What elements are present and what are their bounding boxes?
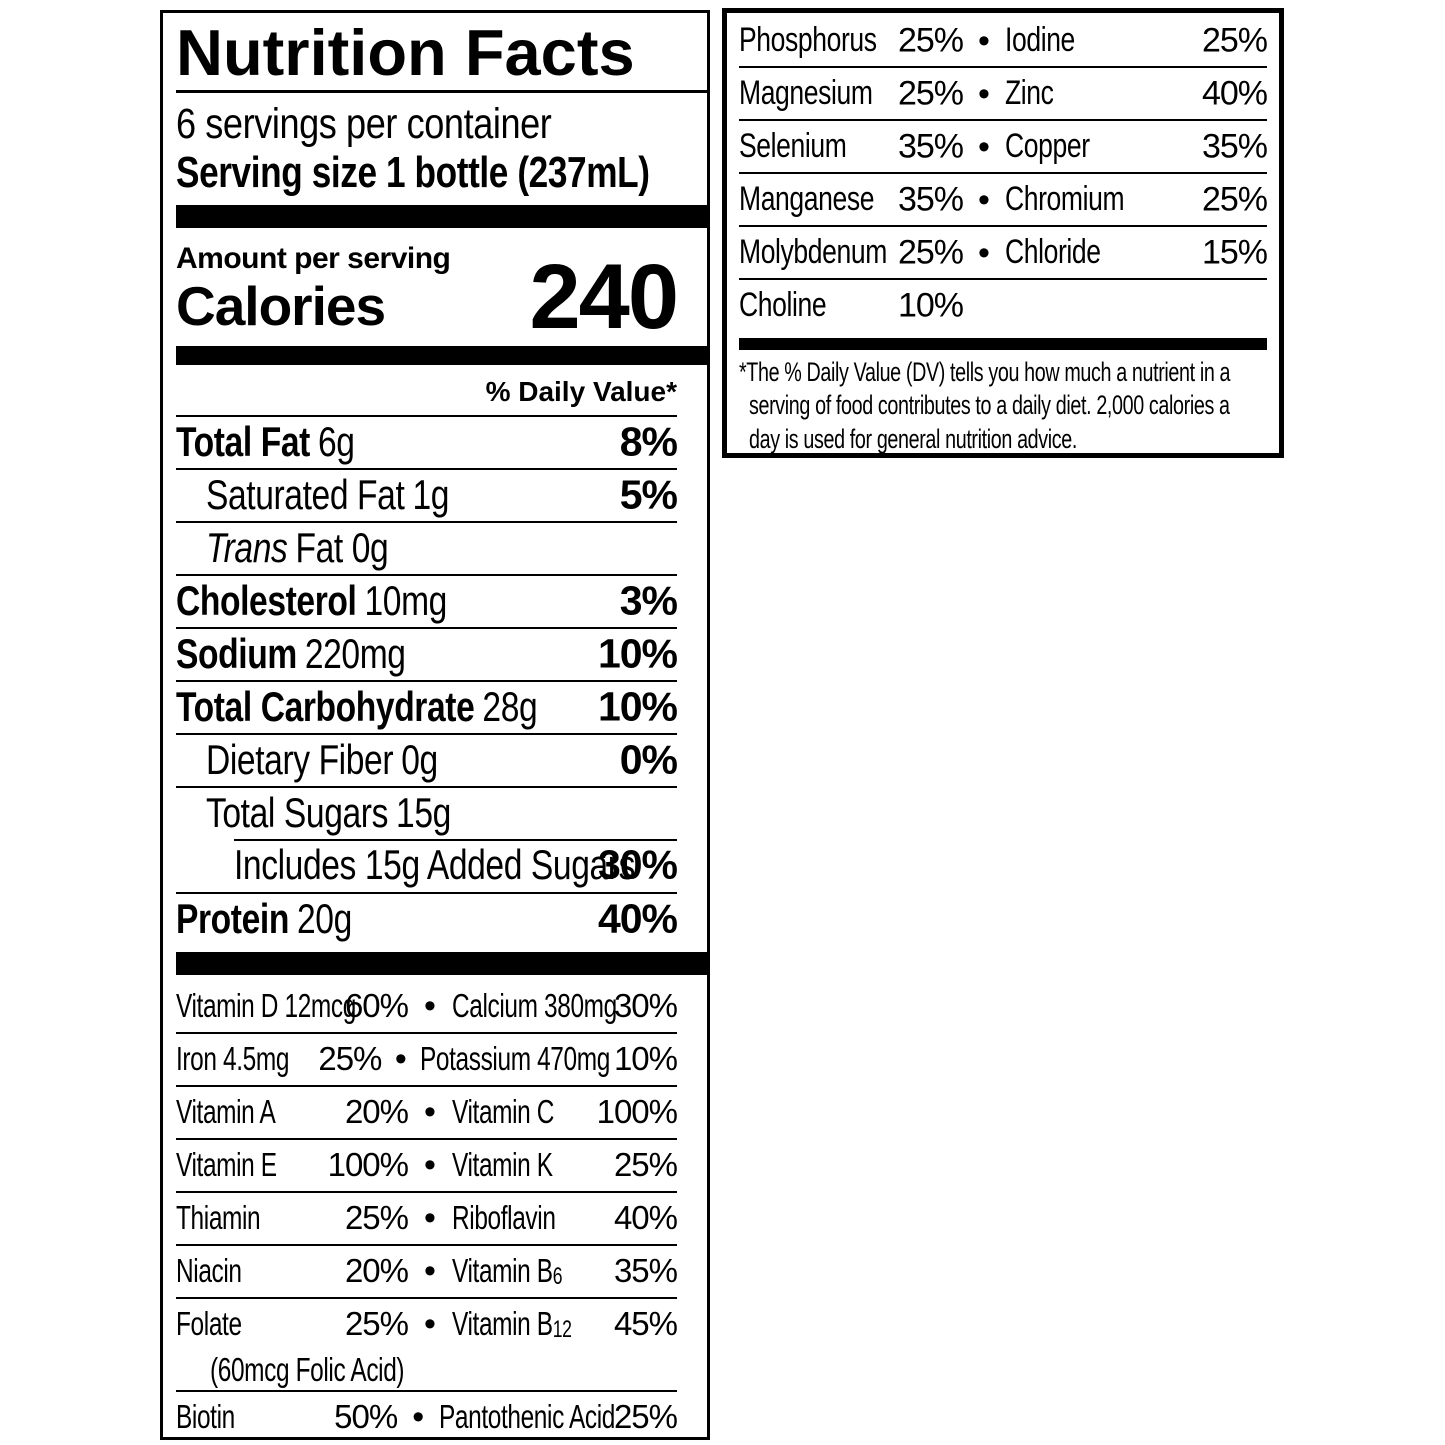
- dv-value: 8%: [619, 418, 678, 465]
- thick-divider: [176, 345, 707, 365]
- micronutrient-row: Vitamin D 12mcg 60% • Calcium 380mg 30%: [176, 987, 678, 1026]
- nutrient-row-total-sugars: Total Sugars 15g: [176, 785, 677, 839]
- mineral-row: Magnesium 25% • Zinc 40%: [739, 66, 1268, 119]
- servings-per-container: 6 servings per container: [176, 99, 552, 148]
- micronutrient-row: Vitamin A 20% • Vitamin C 100%: [176, 1084, 678, 1138]
- dv-value: 10%: [597, 683, 678, 730]
- nutrient-row-trans-fat: Trans Fat 0g: [176, 520, 677, 574]
- nutrition-facts-panel: Nutrition Facts 6 servings per container…: [160, 10, 710, 1440]
- dv-value: 0%: [619, 736, 678, 783]
- dv-value: 30%: [597, 841, 678, 888]
- bullet-separator: •: [424, 1252, 436, 1291]
- bullet-separator: •: [978, 74, 990, 113]
- calories-value: 240: [529, 245, 679, 348]
- micronutrient-row: Thiamin 25% • Riboflavin 40%: [176, 1190, 678, 1244]
- micronutrient-row: Biotin 50% • Pantothenic Acid 25%: [176, 1389, 678, 1437]
- dv-value: 3%: [619, 577, 678, 624]
- calories-label: Calories: [176, 275, 386, 338]
- mineral-row-choline: Choline 10%: [739, 278, 1267, 331]
- mineral-row: Manganese 35% • Chromium 25%: [739, 172, 1268, 225]
- dv-value: 40%: [597, 895, 678, 942]
- bullet-separator: •: [394, 1040, 407, 1079]
- amount-per-serving-label: Amount per serving: [176, 242, 451, 276]
- micronutrient-row-folate: Folate 25% • Vitamin B12 45% (60mcg Folic …: [176, 1296, 678, 1390]
- thick-divider: [739, 338, 1267, 350]
- nutrient-row-added-sugars: Includes 15g Added Sugars 30%: [176, 838, 678, 892]
- nutrient-row-total-fat: Total Fat 6g 8%: [176, 414, 678, 468]
- mineral-row: Selenium 35% • Copper 35%: [739, 119, 1268, 172]
- divider: [176, 89, 707, 93]
- calories-left: Amount per serving Calories: [176, 242, 451, 338]
- nutrient-row-saturated-fat: Saturated Fat 1g 5%: [176, 467, 678, 521]
- bullet-separator: •: [978, 127, 990, 166]
- bullet-separator: •: [978, 233, 990, 272]
- bullet-separator: •: [424, 1146, 436, 1185]
- dv-value: 5%: [619, 471, 678, 518]
- thick-divider: [176, 205, 707, 229]
- serving-size: Serving size 1 bottle (237mL): [176, 147, 650, 197]
- micronutrient-row: Iron 4.5mg 25% • Potassium 470mg 10%: [176, 1031, 678, 1085]
- dv-value: 10%: [597, 630, 678, 677]
- micronutrient-row: Vitamin E 100% • Vitamin K 25%: [176, 1137, 678, 1191]
- thick-divider: [176, 951, 707, 975]
- nutrient-row-cholesterol: Cholesterol 10mg 3%: [176, 573, 678, 627]
- folic-acid-note: (60mcg Folic Acid): [210, 1350, 405, 1388]
- minerals-panel: Phosphorus 25% • Iodine 25% Magnesium 25% •…: [722, 8, 1284, 458]
- nutrient-row-protein: Protein 20g 40%: [176, 891, 678, 945]
- nutrient-row-sodium: Sodium 220mg 10%: [176, 626, 678, 680]
- nutrient-row-total-carbohydrate: Total Carbohydrate 28g 10%: [176, 679, 678, 733]
- daily-value-footnote: *The % Daily Value (DV) tells you how mu…: [739, 357, 1231, 454]
- bullet-separator: •: [978, 180, 990, 219]
- bullet-separator: •: [412, 1398, 425, 1437]
- mineral-row: Phosphorus 25% • Iodine 25%: [739, 21, 1268, 60]
- mineral-row: Molybdenum 25% • Chloride 15%: [739, 225, 1268, 278]
- bullet-separator: •: [424, 987, 436, 1026]
- calories-block: Amount per serving Calories 240: [176, 234, 679, 348]
- micronutrient-row: Niacin 20% • Vitamin B6 35%: [176, 1243, 678, 1297]
- nutrient-row-dietary-fiber: Dietary Fiber 0g 0%: [176, 732, 678, 786]
- bullet-separator: •: [424, 1305, 436, 1344]
- daily-value-header: % Daily Value*: [485, 375, 677, 407]
- bullet-separator: •: [424, 1093, 436, 1132]
- bullet-separator: •: [978, 21, 990, 60]
- bullet-separator: •: [424, 1199, 436, 1238]
- panel-title: Nutrition Facts: [176, 16, 635, 89]
